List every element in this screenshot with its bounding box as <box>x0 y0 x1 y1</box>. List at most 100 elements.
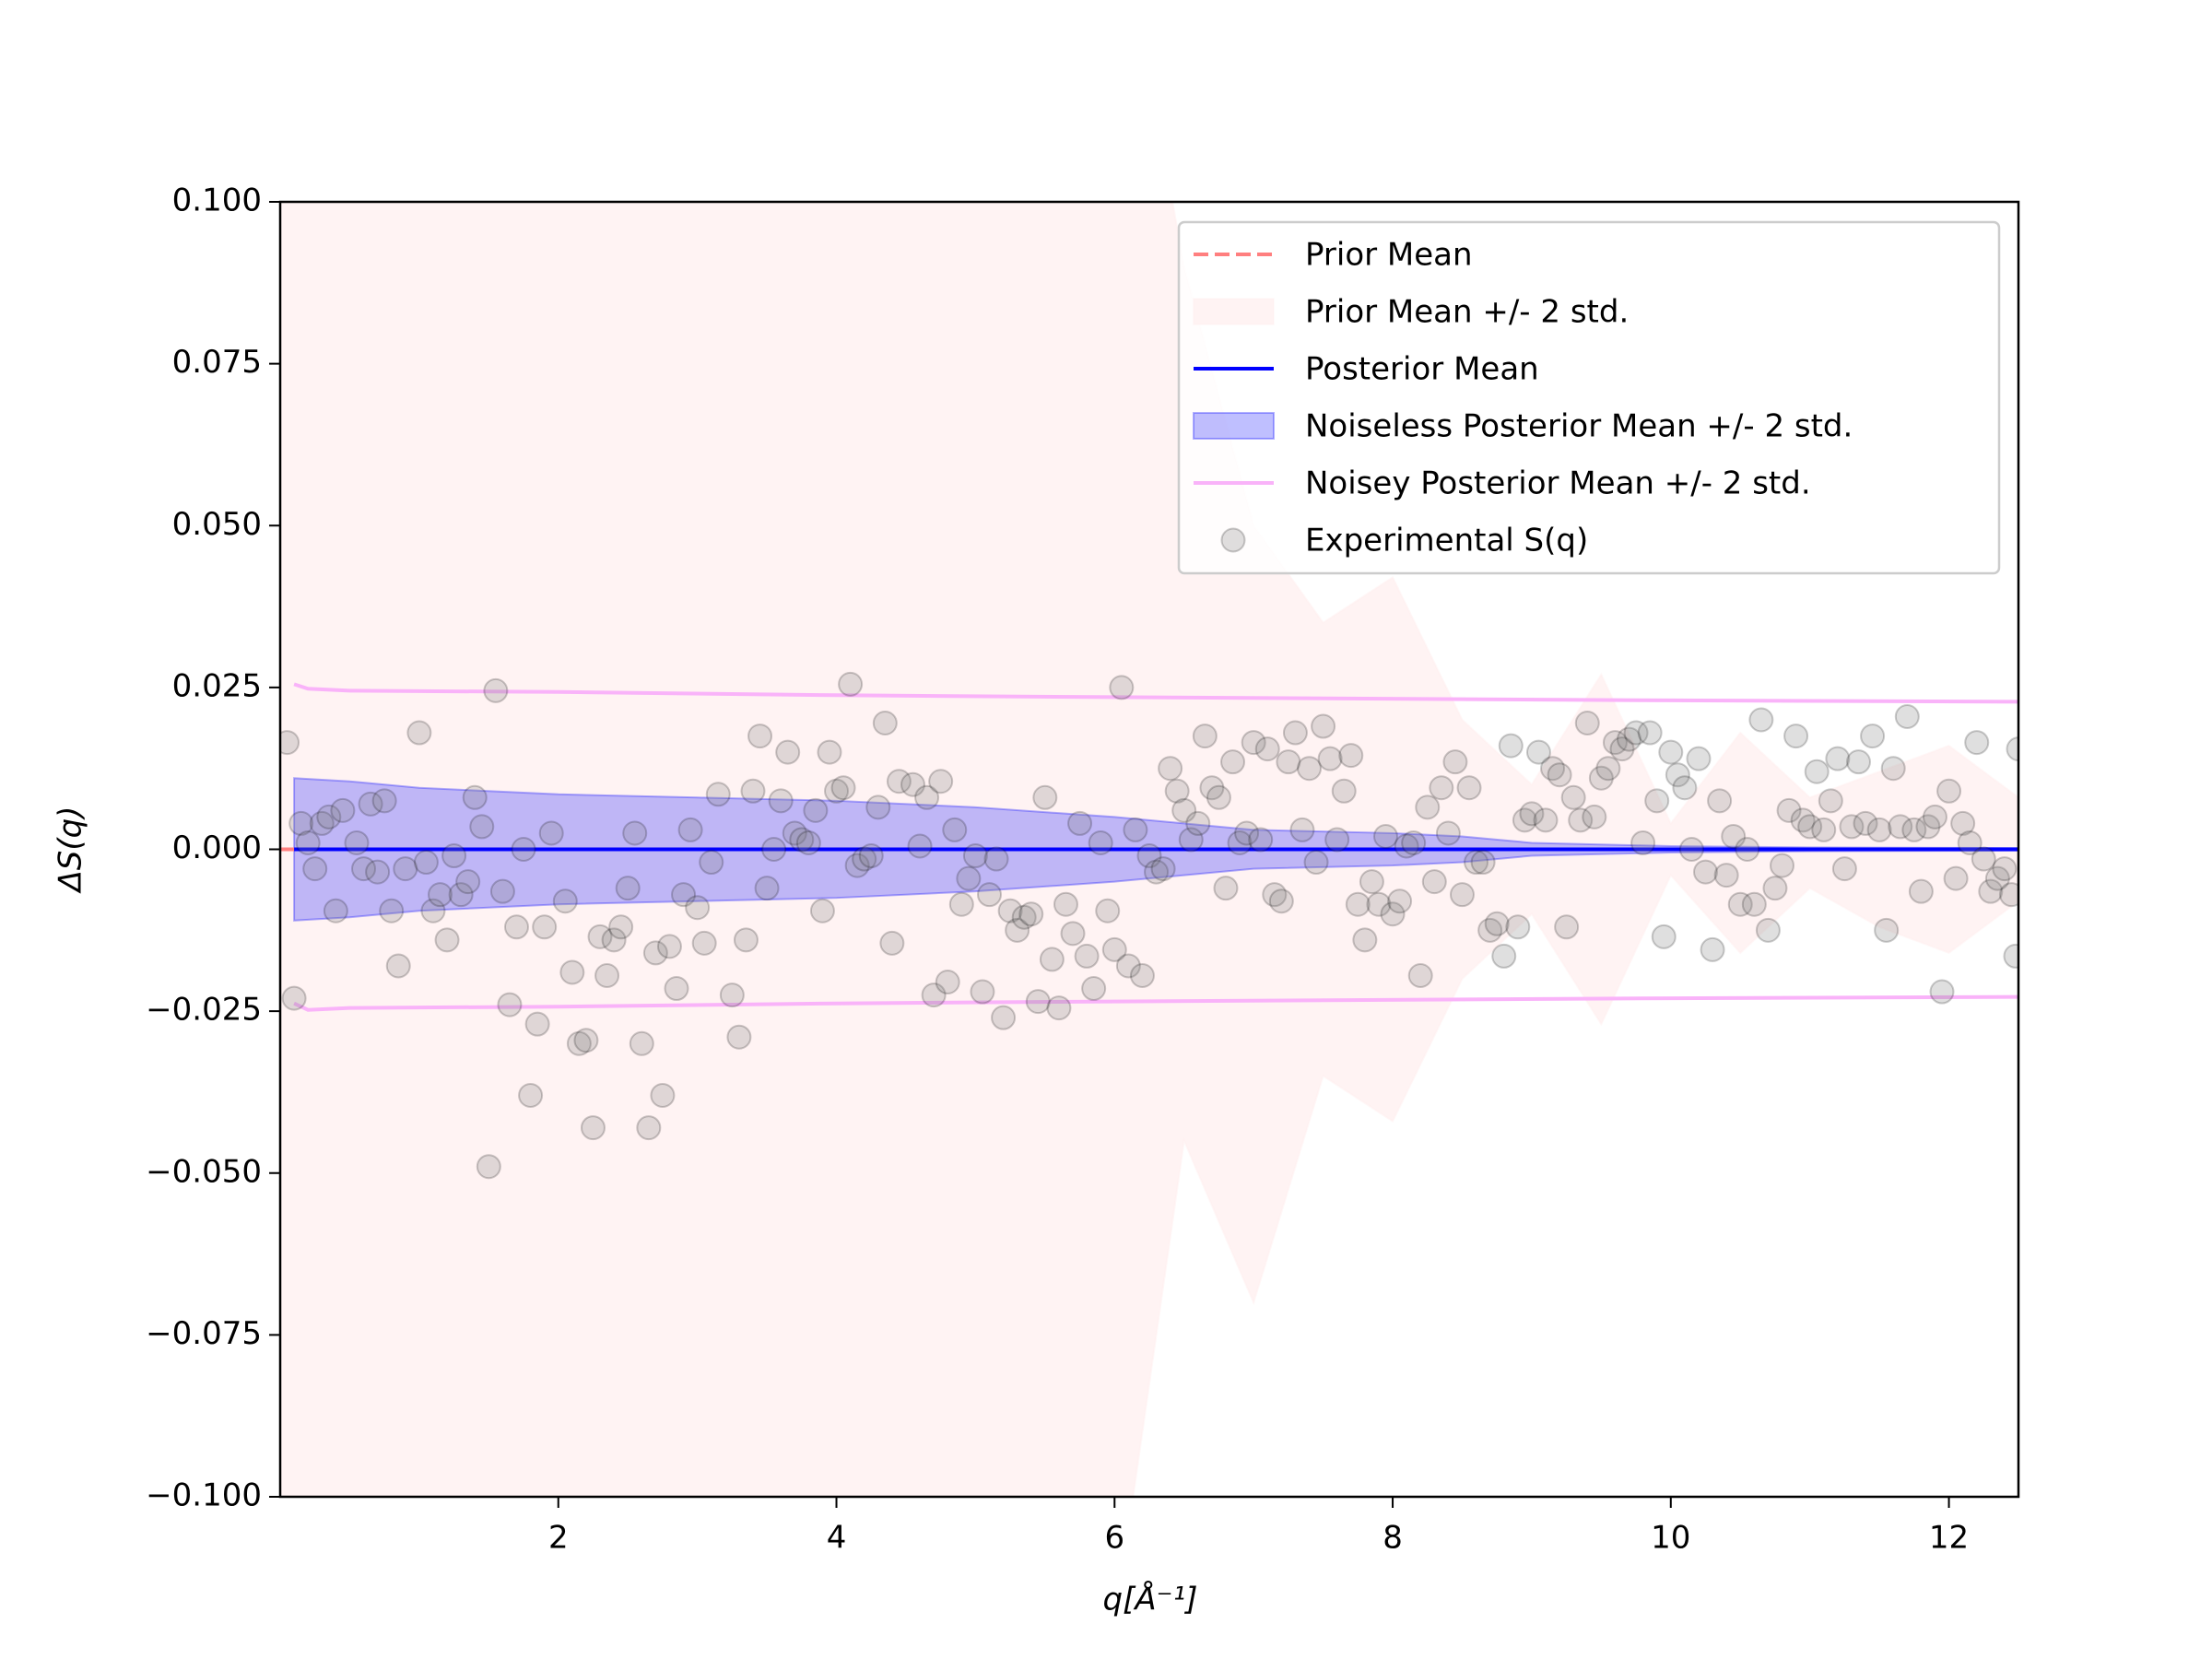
data-point <box>1129 962 1155 988</box>
data-point <box>1630 830 1656 855</box>
data-point <box>497 992 523 1018</box>
data-point <box>1234 820 1260 846</box>
data-point <box>1220 749 1246 775</box>
data-point <box>740 778 766 804</box>
data-point <box>1748 707 1774 733</box>
data-point <box>1018 901 1044 927</box>
data-point <box>1442 749 1468 775</box>
legend-label: Experimental S(q) <box>1305 523 1588 559</box>
data-point <box>1901 817 1927 842</box>
data-point <box>824 778 850 804</box>
x-tick-label: 10 <box>1651 1520 1690 1557</box>
data-point <box>1721 823 1747 849</box>
bound-line <box>293 994 2018 1012</box>
data-point <box>351 856 377 882</box>
data-point <box>1957 830 1983 855</box>
data-point <box>280 730 300 756</box>
data-point <box>817 739 842 765</box>
data-point <box>1505 914 1531 940</box>
data-point <box>1894 703 1920 729</box>
data-point <box>650 1082 676 1108</box>
data-point <box>1046 995 1072 1021</box>
data-point <box>970 979 995 1005</box>
data-point <box>580 1115 606 1141</box>
data-point <box>524 1011 550 1037</box>
data-point <box>1039 947 1065 972</box>
data-point <box>962 843 988 869</box>
data-point <box>1456 775 1482 801</box>
data-point <box>935 970 960 995</box>
data-point <box>1248 827 1274 853</box>
data-point <box>573 1028 599 1053</box>
data-point <box>844 853 870 878</box>
data-point <box>1011 904 1037 930</box>
data-point <box>1978 878 2004 904</box>
data-point <box>1713 863 1739 888</box>
y-tick-label: −0.100 <box>146 1477 262 1514</box>
legend-label: Noisey Posterior Mean +/- 2 std. <box>1305 465 1811 502</box>
data-point <box>1693 859 1719 885</box>
data-point <box>302 856 328 882</box>
data-point <box>559 959 585 985</box>
data-point <box>1150 856 1176 882</box>
data-point <box>1818 788 1843 814</box>
data-point <box>1853 810 1878 836</box>
data-point <box>1254 736 1280 762</box>
data-point <box>1735 837 1760 862</box>
data-point <box>309 810 335 836</box>
data-point <box>1908 878 1934 904</box>
data-point <box>1525 739 1551 765</box>
data-point <box>1268 888 1294 914</box>
data-point <box>664 976 689 1002</box>
data-point <box>1060 921 1086 947</box>
data-point <box>1644 788 1670 814</box>
data-point <box>1171 797 1197 823</box>
data-point <box>1707 788 1733 814</box>
data-point <box>538 820 564 846</box>
data-point <box>1470 850 1496 876</box>
data-point <box>1421 869 1447 895</box>
y-tick-label: −0.025 <box>146 992 262 1029</box>
data-point <box>413 850 439 876</box>
plot-area <box>280 202 2018 1497</box>
data-point <box>1178 827 1204 853</box>
data-point <box>1658 739 1684 765</box>
y-tick-label: 0.025 <box>172 667 262 704</box>
data-point <box>956 865 982 891</box>
data-point <box>733 927 759 953</box>
data-point <box>1727 891 1753 917</box>
data-point <box>1372 823 1398 849</box>
data-point <box>1741 891 1767 917</box>
data-point <box>795 830 821 855</box>
data-point <box>1213 876 1239 901</box>
data-point <box>838 671 864 697</box>
data-point <box>1005 917 1030 943</box>
data-point <box>858 843 884 869</box>
data-point <box>1950 810 1976 836</box>
data-point <box>532 914 558 940</box>
y-axis-label: ΔS(q) <box>53 806 89 895</box>
data-point <box>1554 914 1580 940</box>
legend-box <box>1177 220 2001 575</box>
data-point <box>1449 882 1475 908</box>
data-point <box>469 814 495 840</box>
x-tick-label: 4 <box>827 1520 847 1557</box>
data-point <box>1540 756 1566 782</box>
data-point <box>636 1115 662 1141</box>
legend-label: Prior Mean +/- 2 std. <box>1305 294 1629 331</box>
y-tick-label: 0.050 <box>172 506 262 543</box>
data-point <box>1998 882 2018 908</box>
data-point <box>1582 804 1607 830</box>
data-point <box>1158 756 1183 782</box>
data-point <box>914 784 940 810</box>
data-point <box>1595 756 1621 782</box>
data-point <box>1811 817 1837 842</box>
data-point <box>1359 869 1384 895</box>
data-point <box>747 724 773 749</box>
data-point <box>1185 810 1211 836</box>
data-point <box>1964 730 1990 756</box>
data-point <box>393 856 418 882</box>
data-point <box>316 804 342 830</box>
data-point <box>295 830 321 855</box>
data-point <box>1297 756 1323 782</box>
